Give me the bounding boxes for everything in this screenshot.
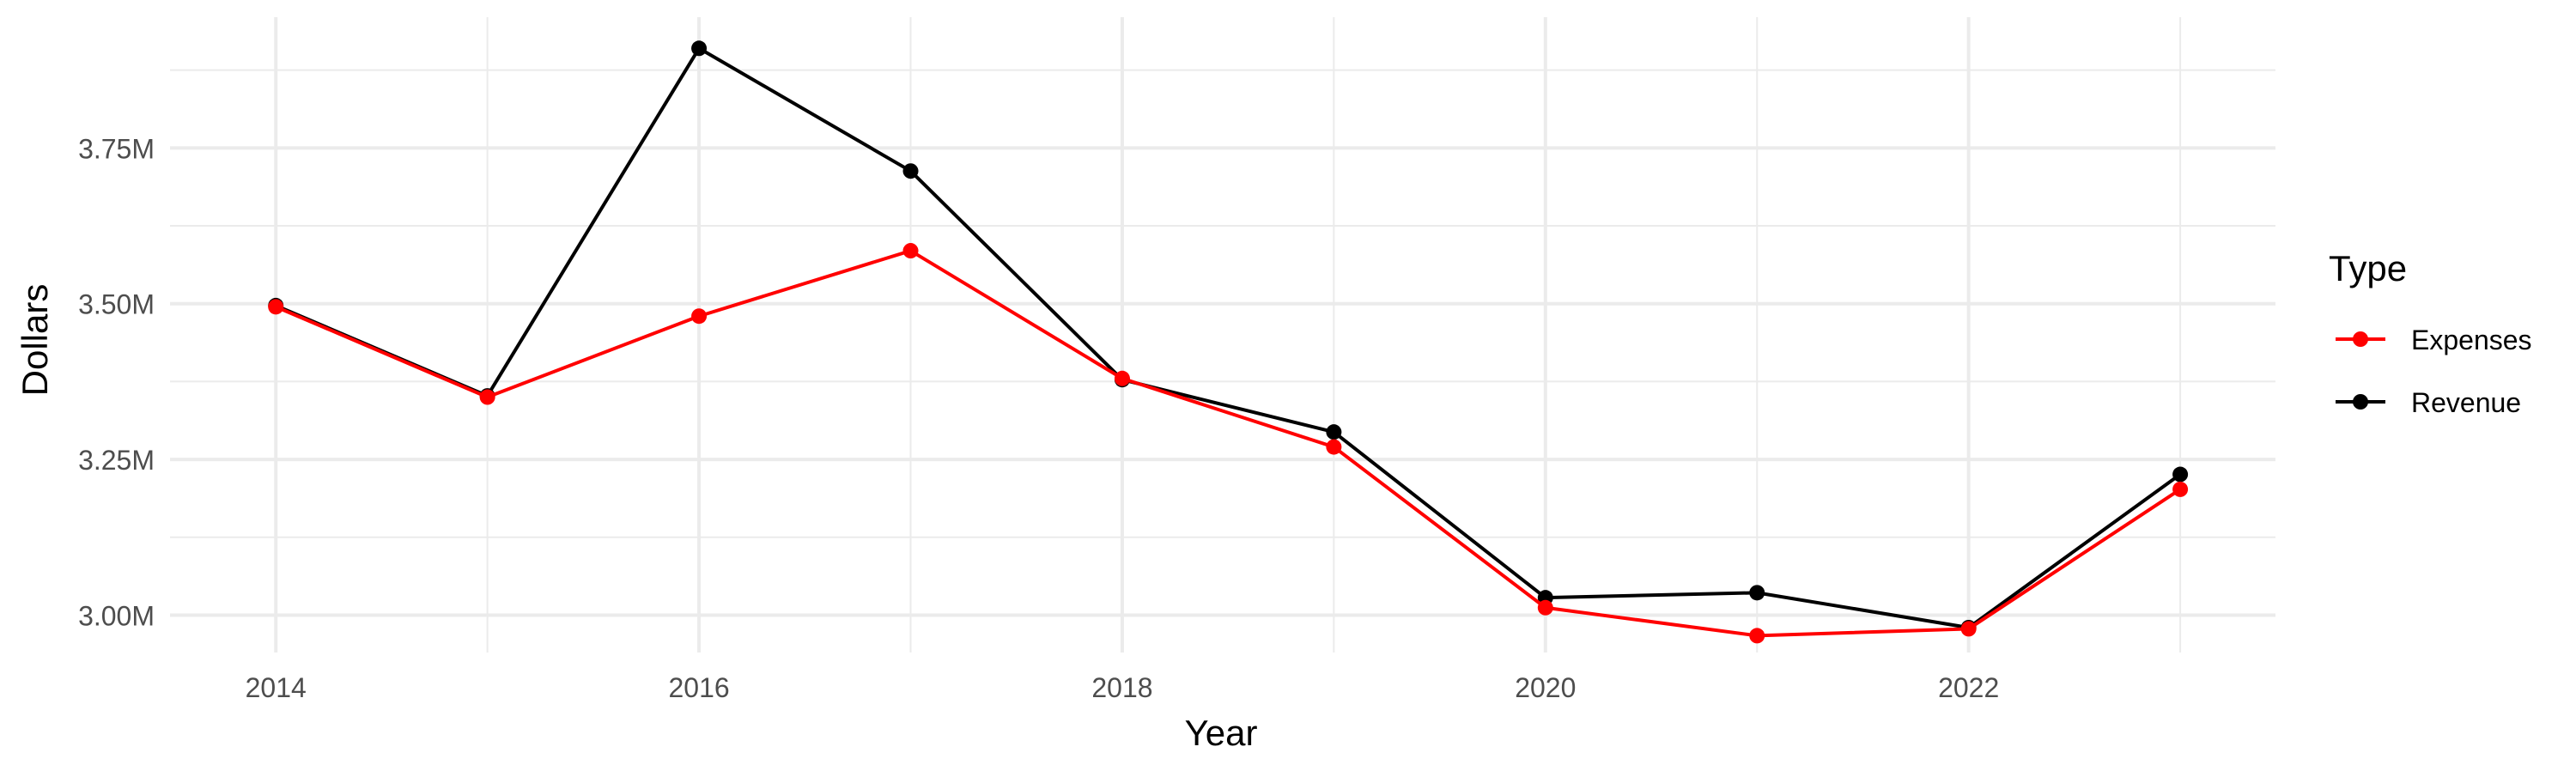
- x-tick-label: 2016: [668, 672, 729, 703]
- data-point-expenses: [1326, 439, 1342, 455]
- axis-layer: 3.00M 3.25M 3.50M 3.75M 2014 2016 2018 2020 2022: [78, 133, 1999, 703]
- data-point-expenses: [691, 308, 708, 325]
- y-tick-label: 3.50M: [78, 289, 155, 320]
- data-point-expenses: [902, 243, 919, 259]
- x-tick-label: 2018: [1091, 672, 1152, 703]
- data-point-revenue: [1326, 424, 1342, 440]
- x-tick-label: 2020: [1515, 672, 1576, 703]
- x-tick-label: 2014: [246, 672, 307, 703]
- series-line-revenue: [275, 46, 2182, 629]
- legend-key-point-revenue: [2353, 394, 2368, 410]
- data-point-revenue: [902, 163, 919, 179]
- legend-title: Type: [2329, 248, 2407, 288]
- data-point-revenue: [1749, 585, 1765, 601]
- legend-key-point-expenses: [2353, 331, 2368, 347]
- data-point-revenue: [691, 40, 708, 57]
- data-point-expenses: [1537, 599, 1553, 616]
- data-point-expenses: [479, 389, 495, 405]
- grid-layer: [170, 17, 2275, 653]
- y-tick-label: 3.00M: [78, 600, 155, 631]
- x-tick-label: 2022: [1938, 672, 1999, 703]
- data-point-revenue: [2172, 466, 2189, 483]
- y-tick-label: 3.25M: [78, 445, 155, 476]
- legend-item-expenses: Expenses: [2336, 325, 2532, 355]
- x-axis-title: Year: [1185, 713, 1258, 753]
- legend: Expenses Revenue: [2336, 325, 2532, 418]
- data-point-expenses: [1114, 370, 1130, 386]
- data-point-expenses: [1749, 628, 1765, 644]
- legend-label: Revenue: [2411, 387, 2521, 418]
- series-line-expenses: [275, 249, 2182, 638]
- y-tick-label: 3.75M: [78, 133, 155, 164]
- legend-label: Expenses: [2411, 325, 2532, 355]
- data-point-expenses: [1960, 621, 1977, 637]
- series-layer: [268, 40, 2189, 644]
- legend-item-revenue: Revenue: [2336, 387, 2521, 418]
- y-axis-title: Dollars: [15, 284, 55, 397]
- data-point-expenses: [268, 299, 284, 315]
- data-point-expenses: [2172, 481, 2189, 497]
